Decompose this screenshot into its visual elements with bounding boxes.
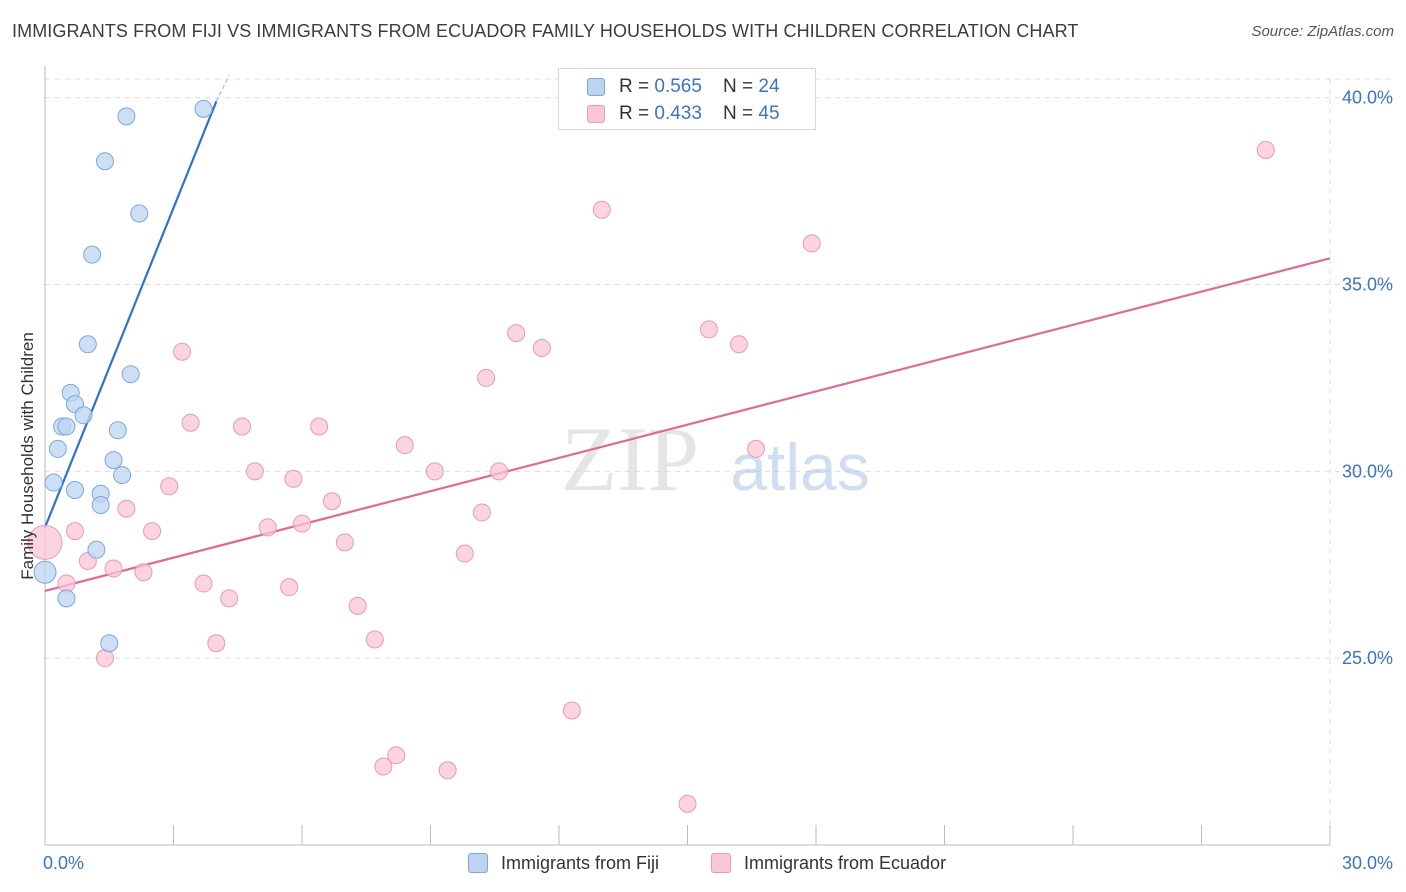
point-ecuador xyxy=(117,499,136,518)
point-fiji xyxy=(48,439,67,458)
point-fiji xyxy=(57,589,76,608)
point-ecuador xyxy=(233,417,252,436)
point-ecuador xyxy=(802,234,821,253)
point-ecuador xyxy=(678,794,697,813)
watermark-atlas: atlas xyxy=(730,430,869,504)
legend-swatch-fiji xyxy=(587,78,605,96)
legend-swatch-ecuador xyxy=(587,105,605,123)
bottom-legend-label-ecuador: Immigrants from Ecuador xyxy=(744,853,947,873)
bottom-legend-swatch-ecuador xyxy=(711,853,731,873)
point-ecuador xyxy=(65,522,84,541)
x-tick-label: 0.0% xyxy=(43,853,84,873)
point-ecuador xyxy=(747,439,766,458)
trend-layer xyxy=(43,74,1331,592)
point-ecuador xyxy=(181,413,200,432)
point-fiji xyxy=(95,152,114,171)
point-ecuador xyxy=(438,761,457,780)
trendline-fiji-extension xyxy=(215,74,230,102)
point-ecuador xyxy=(194,574,213,593)
point-ecuador xyxy=(507,324,526,343)
point-ecuador xyxy=(173,342,192,361)
point-ecuador xyxy=(532,339,551,358)
point-ecuador xyxy=(27,524,63,560)
point-ecuador xyxy=(348,596,367,615)
point-ecuador xyxy=(1256,140,1275,159)
point-ecuador xyxy=(395,436,414,455)
chart-title: IMMIGRANTS FROM FIJI VS IMMIGRANTS FROM … xyxy=(12,21,1079,41)
point-ecuador xyxy=(425,462,444,481)
y-tick-label: 40.0% xyxy=(1342,88,1393,108)
point-fiji xyxy=(44,473,63,492)
point-ecuador xyxy=(592,200,611,219)
point-fiji xyxy=(121,365,140,384)
point-ecuador xyxy=(284,469,303,488)
point-fiji xyxy=(194,99,213,118)
legend-text-ecuador: R = 0.433 N = 45 xyxy=(619,103,780,124)
watermark-zip: ZIP xyxy=(561,408,699,510)
point-ecuador xyxy=(387,746,406,765)
point-ecuador xyxy=(220,589,239,608)
point-fiji xyxy=(57,417,76,436)
point-fiji xyxy=(117,107,136,126)
point-ecuador xyxy=(374,757,393,776)
point-ecuador xyxy=(455,544,474,563)
point-fiji xyxy=(83,245,102,264)
point-fiji xyxy=(74,406,93,425)
point-ecuador xyxy=(104,559,123,578)
point-ecuador xyxy=(160,477,179,496)
point-fiji xyxy=(87,540,106,559)
y-tick-label: 25.0% xyxy=(1342,648,1393,668)
points-layer xyxy=(27,99,1275,813)
point-fiji xyxy=(130,204,149,223)
point-fiji xyxy=(108,421,127,440)
point-fiji xyxy=(104,451,123,470)
point-fiji xyxy=(100,634,119,653)
point-ecuador xyxy=(322,492,341,511)
grid-layer xyxy=(45,78,1392,845)
bottom-legend-label-fiji: Immigrants from Fiji xyxy=(501,853,660,873)
ticklabel-layer: 25.0% 30.0% 35.0% 40.0% 0.0% 30.0% xyxy=(43,88,1393,873)
point-ecuador xyxy=(310,417,329,436)
y-tick-label: 30.0% xyxy=(1342,461,1393,481)
point-ecuador xyxy=(365,630,384,649)
point-fiji xyxy=(65,481,84,500)
stats-legend: R = 0.565 N = 24 R = 0.433 N = 45 xyxy=(558,68,816,130)
watermark: ZIP atlas xyxy=(561,408,870,510)
point-ecuador xyxy=(95,649,114,668)
point-ecuador xyxy=(562,701,581,720)
point-ecuador xyxy=(699,320,718,339)
point-ecuador xyxy=(143,522,162,541)
point-ecuador xyxy=(245,462,264,481)
legend-text-fiji: R = 0.565 N = 24 xyxy=(619,76,780,97)
point-fiji xyxy=(78,335,97,354)
point-ecuador xyxy=(207,634,226,653)
point-ecuador xyxy=(472,503,491,522)
x-tick-label: 30.0% xyxy=(1342,853,1393,873)
point-ecuador xyxy=(134,563,153,582)
y-axis-label: Family Households with Children xyxy=(18,332,37,580)
point-ecuador xyxy=(293,514,311,533)
point-ecuador xyxy=(477,368,496,387)
trendline-fiji xyxy=(43,101,218,528)
source-label: Source: ZipAtlas.com xyxy=(1251,23,1394,40)
axis-layer xyxy=(44,66,1331,846)
point-fiji xyxy=(91,495,110,514)
point-ecuador xyxy=(729,335,748,354)
bottom-legend-swatch-fiji xyxy=(468,853,488,873)
point-ecuador xyxy=(258,518,277,537)
point-fiji xyxy=(113,466,132,485)
point-ecuador xyxy=(490,462,509,481)
point-fiji xyxy=(33,560,57,584)
trendline-ecuador xyxy=(44,257,1331,592)
point-ecuador xyxy=(280,578,299,597)
y-tick-label: 35.0% xyxy=(1342,275,1393,295)
point-ecuador xyxy=(335,533,354,552)
